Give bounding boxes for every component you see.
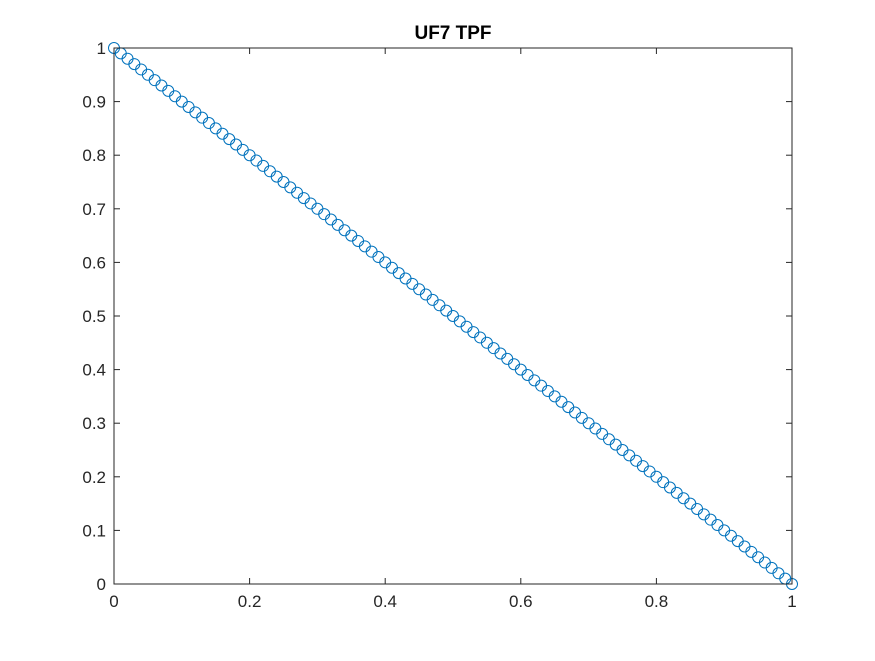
chart-title: UF7 TPF xyxy=(414,23,491,44)
y-tick-label: 0.3 xyxy=(82,414,106,433)
y-tick-label: 0.5 xyxy=(82,307,106,326)
y-tick-label: 0 xyxy=(97,575,106,594)
x-tick-label: 0.6 xyxy=(509,592,533,611)
y-tick-label: 0.6 xyxy=(82,253,106,272)
y-tick-label: 0.2 xyxy=(82,468,106,487)
y-tick-label: 0.1 xyxy=(82,521,106,540)
axes-background xyxy=(114,48,792,584)
y-tick-label: 0.8 xyxy=(82,146,106,165)
y-tick-label: 0.7 xyxy=(82,200,106,219)
x-axis: 0 0.2 0.4 0.6 0.8 1 xyxy=(109,48,797,611)
x-tick-label: 0.8 xyxy=(645,592,669,611)
data-markers xyxy=(108,42,798,590)
x-tick-label: 0.4 xyxy=(373,592,397,611)
x-tick-label: 1 xyxy=(787,592,796,611)
x-tick-label: 0 xyxy=(109,592,118,611)
x-tick-label: 0.2 xyxy=(238,592,262,611)
y-tick-label: 1 xyxy=(97,39,106,58)
y-axis: 0 0.1 0.2 0.3 0.4 0.5 0.6 0.7 0.8 0.9 1 xyxy=(82,39,792,594)
y-tick-label: 0.4 xyxy=(82,361,106,380)
y-tick-label: 0.9 xyxy=(82,93,106,112)
